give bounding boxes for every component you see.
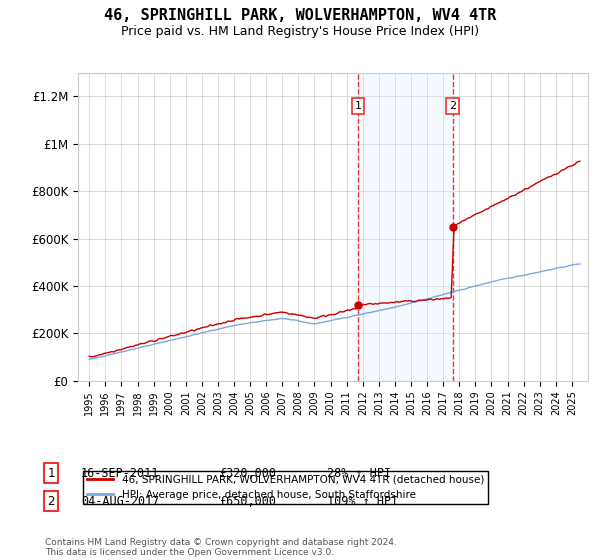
Text: 1: 1 [355,101,362,111]
Text: 04-AUG-2017: 04-AUG-2017 [81,494,160,508]
Bar [358,73,452,381]
Text: 28% ↑ HPI: 28% ↑ HPI [327,466,391,480]
Text: Contains HM Land Registry data © Crown copyright and database right 2024.
This d: Contains HM Land Registry data © Crown c… [45,538,397,557]
Text: £650,000: £650,000 [219,494,276,508]
Text: Price paid vs. HM Land Registry's House Price Index (HPI): Price paid vs. HM Land Registry's House … [121,25,479,38]
Text: 1: 1 [47,466,55,480]
Text: 109% ↑ HPI: 109% ↑ HPI [327,494,398,508]
Text: 2: 2 [47,494,55,508]
Text: 46, SPRINGHILL PARK, WOLVERHAMPTON, WV4 4TR: 46, SPRINGHILL PARK, WOLVERHAMPTON, WV4 … [104,8,496,24]
Text: 16-SEP-2011: 16-SEP-2011 [81,466,160,480]
Legend: 46, SPRINGHILL PARK, WOLVERHAMPTON, WV4 4TR (detached house), HPI: Average price: 46, SPRINGHILL PARK, WOLVERHAMPTON, WV4 … [83,471,488,504]
Text: 2: 2 [449,101,456,111]
Text: £320,000: £320,000 [219,466,276,480]
